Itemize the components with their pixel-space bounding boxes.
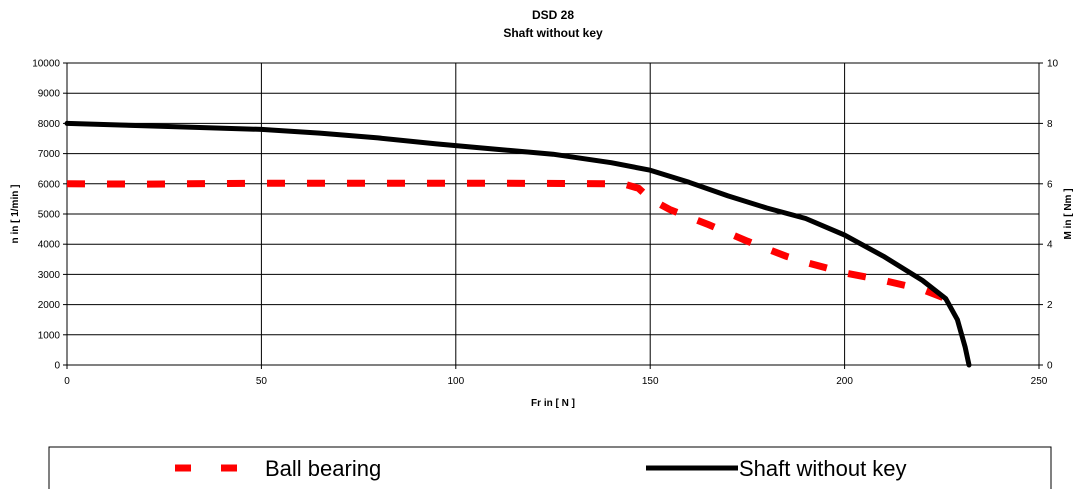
legend-label-shaft-without-key: Shaft without key [739,456,907,481]
y2-tick-label: 2 [1047,300,1053,311]
chart-title: DSD 28 [532,8,574,22]
y-tick-label: 10000 [32,59,60,70]
legend: Ball bearing Shaft without key [48,446,1052,494]
y-tick-label: 1000 [38,330,61,341]
x-tick-label: 100 [447,376,464,387]
x-tick-label: 0 [64,376,70,387]
y2-tick-label: 4 [1047,240,1053,251]
legend-box [48,446,1052,494]
x-tick-label: 250 [1031,376,1048,387]
y-tick-label: 7000 [38,149,61,160]
y-tick-label: 0 [54,361,60,372]
x-tick-label: 200 [836,376,853,387]
y2-axis-title: M in [ Nm ] [1063,188,1074,239]
y-tick-label: 5000 [38,210,61,221]
y-axis-title: n in [ 1/min ] [10,185,21,244]
y-tick-label: 2000 [38,300,61,311]
y-tick-label: 3000 [38,270,61,281]
y-tick-label: 8000 [38,119,61,130]
grid [66,62,1040,366]
y-tick-label: 9000 [38,89,61,100]
series [64,120,972,368]
axes: 0100020003000400050006000700080009000100… [32,59,1058,388]
series-line-shaft-without-key [64,120,972,368]
chart-subtitle: Shaft without key [503,26,603,40]
legend-label-ball-bearing: Ball bearing [265,456,381,481]
y-tick-label: 4000 [38,240,61,251]
x-tick-label: 150 [642,376,659,387]
y-tick-label: 6000 [38,179,61,190]
x-axis-title: Fr in [ N ] [531,398,575,409]
y2-tick-label: 6 [1047,179,1053,190]
x-tick-label: 50 [256,376,268,387]
y2-tick-label: 0 [1047,361,1053,372]
y2-tick-label: 8 [1047,119,1053,130]
series-line-ball-bearing [66,179,947,302]
y2-tick-label: 10 [1047,59,1059,70]
